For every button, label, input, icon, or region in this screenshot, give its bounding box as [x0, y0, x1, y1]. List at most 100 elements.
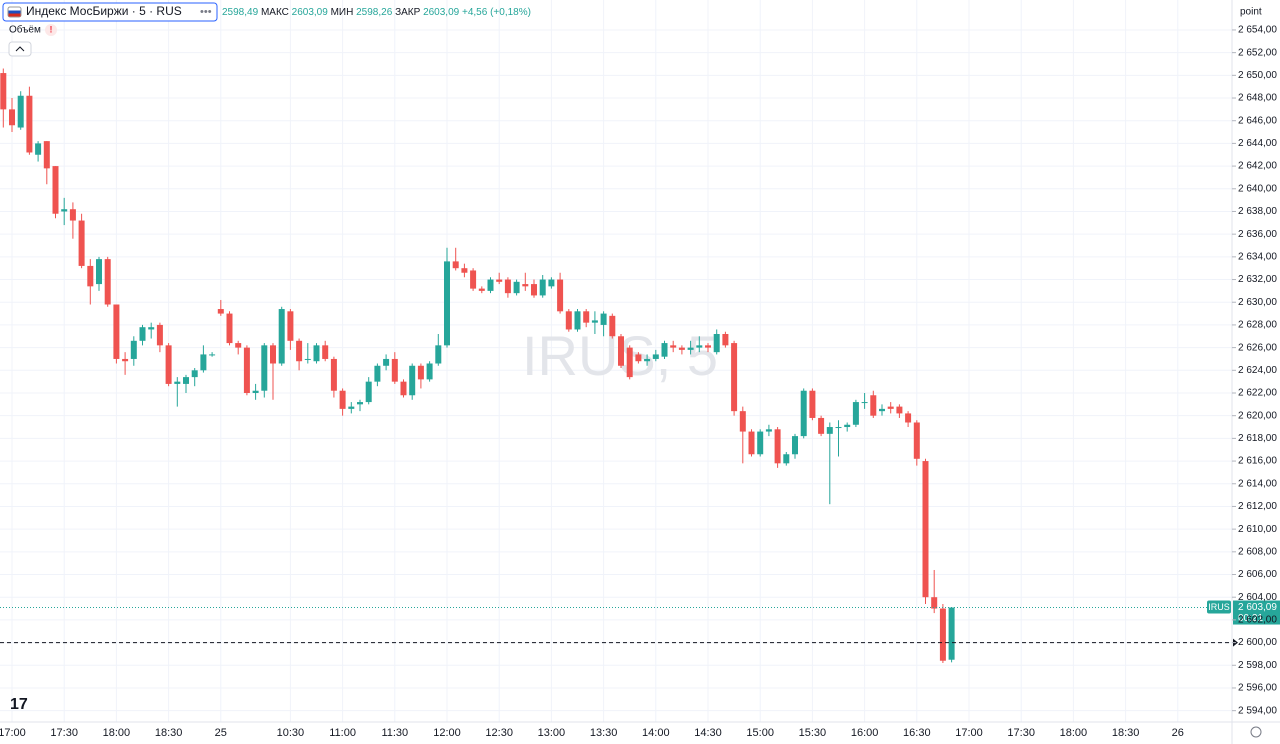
logo[interactable]: 17 [10, 696, 28, 713]
candle-body [26, 95, 33, 153]
candle-body [948, 607, 955, 660]
y-tick-label: 2 630,00 [1238, 297, 1277, 308]
candle-body [661, 343, 668, 357]
y-tick-label: 2 648,00 [1238, 93, 1277, 104]
candle-body [609, 315, 616, 337]
candle-body [348, 406, 355, 409]
settings-icon[interactable] [1250, 726, 1262, 738]
candle-body [217, 309, 224, 314]
candle-body [678, 347, 685, 350]
x-tick-label: 25 [215, 727, 227, 739]
candle-body [591, 320, 598, 323]
y-tick-label: 2 610,00 [1238, 524, 1277, 535]
candle-body [96, 259, 102, 285]
candle-body [130, 340, 137, 359]
candle-body [278, 309, 285, 364]
candle-body [426, 363, 433, 380]
candle-body [774, 429, 781, 464]
x-tick-label: 26 [1172, 727, 1184, 739]
candle-body [0, 73, 7, 110]
candle-body [696, 345, 703, 348]
last-price-label: 2 603,09 [1238, 602, 1277, 613]
candle-body [600, 313, 607, 325]
more-button[interactable]: ••• [200, 6, 212, 18]
candle-body [35, 143, 42, 155]
candle-body [52, 166, 59, 214]
candle-body [913, 422, 920, 459]
candle-body [165, 345, 172, 384]
candle-body [69, 209, 76, 221]
candle-body [809, 390, 816, 418]
candle-body [461, 268, 468, 273]
x-tick-label: 15:00 [746, 727, 774, 739]
x-tick-label: 11:30 [381, 727, 408, 739]
warning-icon[interactable] [45, 24, 57, 36]
candle-body [391, 358, 398, 382]
y-tick-label: 2 654,00 [1238, 25, 1277, 36]
candle-body [243, 347, 250, 393]
candle-body [705, 345, 711, 348]
collapse-icon [15, 46, 25, 52]
candle-body [226, 313, 233, 344]
axis-unit: point [1240, 7, 1262, 18]
candle-body [78, 220, 85, 266]
y-tick-label: 2 634,00 [1238, 251, 1277, 262]
x-tick-label: 15:30 [799, 727, 827, 739]
x-tick-label: 17:30 [50, 727, 78, 739]
y-tick-label: 2 626,00 [1238, 342, 1277, 353]
candle-body [722, 333, 729, 346]
candle-body [444, 261, 450, 346]
candle-body [800, 390, 807, 437]
candle-body [644, 358, 651, 362]
candle-body [304, 358, 311, 360]
candle-body [270, 345, 276, 364]
symbol-tag [1207, 600, 1231, 614]
x-tick-label: 14:30 [694, 727, 722, 739]
candle-body [852, 402, 859, 425]
candle-body [731, 343, 738, 412]
y-tick-label: 2 640,00 [1238, 183, 1277, 194]
legend-low-label: МИН [331, 7, 354, 18]
x-tick-label: 11:00 [329, 727, 356, 739]
x-tick-label: 17:00 [0, 727, 26, 739]
collapse-button[interactable] [8, 41, 32, 57]
candle-body [313, 345, 320, 362]
candle-body [200, 354, 207, 371]
countdown: 00:21 [1238, 613, 1263, 624]
legend-low: 2598,26 [356, 7, 393, 18]
candle-body [357, 402, 363, 405]
candle-body [383, 358, 390, 366]
candle-body [618, 336, 624, 366]
candle-body [522, 284, 529, 287]
candle-body [339, 390, 346, 409]
candle-body [322, 345, 329, 359]
x-tick-label: 17:00 [955, 727, 983, 739]
candle-body [9, 109, 15, 126]
candle-body [496, 279, 503, 282]
flag-stripe [8, 13, 21, 17]
x-tick-label: 17:30 [1007, 727, 1035, 739]
candle-body [122, 358, 129, 362]
candle-body [61, 209, 68, 212]
candle-body [417, 365, 424, 380]
y-tick-label: 2 620,00 [1238, 410, 1277, 421]
candle-body [548, 279, 555, 287]
y-tick-label: 2 612,00 [1238, 501, 1277, 512]
x-tick-label: 18:30 [155, 727, 183, 739]
y-tick-label: 2 594,00 [1238, 705, 1277, 716]
candle-body [330, 358, 337, 391]
y-tick-label: 2 628,00 [1238, 320, 1277, 331]
candle-body [739, 411, 746, 432]
symbol-box[interactable] [2, 2, 218, 22]
candle-body [43, 141, 50, 169]
candle-body [652, 354, 659, 359]
candle-body [191, 370, 198, 378]
y-tick-label: 2 624,00 [1238, 365, 1277, 376]
x-tick-label: 13:00 [538, 727, 566, 739]
candle-body [748, 431, 755, 455]
ohlc-legend: 2598,49 МАКС 2603,09 МИН 2598,26 ЗАКР 26… [222, 7, 531, 18]
x-tick-label: 18:30 [1112, 727, 1140, 739]
candle-body [235, 343, 242, 348]
y-tick-label: 2 622,00 [1238, 388, 1277, 399]
